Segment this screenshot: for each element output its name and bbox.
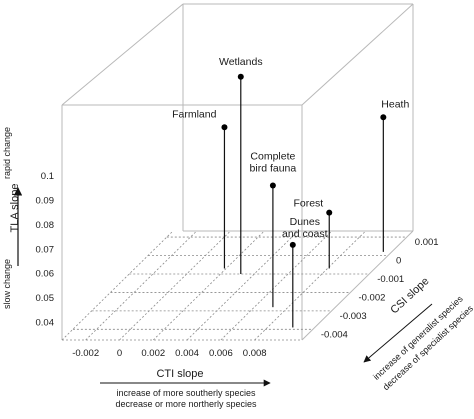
y-axis-title: TLA slope bbox=[9, 184, 21, 233]
z-tick-label: 0 bbox=[396, 256, 401, 267]
z-tick-label: -0.002 bbox=[358, 292, 385, 303]
z-axis-note-line-2: decrease of specialist species bbox=[381, 303, 474, 392]
x-axis-note-line-1: increase of more southerly species bbox=[116, 388, 256, 398]
point-complete-bird-fauna bbox=[269, 182, 276, 189]
y-axis-high-label: rapid change bbox=[2, 127, 12, 179]
grid-line-x bbox=[85, 230, 197, 341]
y-tick-label: 0.06 bbox=[36, 269, 55, 280]
floor-edge bbox=[61, 230, 174, 341]
x-tick-label: 0.004 bbox=[175, 348, 199, 359]
z-tick-label: 0.001 bbox=[415, 237, 439, 248]
point-forest bbox=[326, 209, 333, 216]
grid-line-x bbox=[119, 230, 231, 341]
point-dunes-and-coast bbox=[289, 241, 296, 248]
box-wireframe bbox=[61, 3, 414, 341]
point-label: Dunes bbox=[290, 216, 320, 228]
grid-line-x bbox=[254, 230, 366, 341]
y-axis-low-label: slow change bbox=[2, 259, 12, 309]
z-tick-label: -0.003 bbox=[340, 311, 367, 322]
point-heath bbox=[380, 114, 387, 121]
data-points bbox=[221, 73, 387, 328]
point-wetlands bbox=[237, 73, 244, 80]
point-label: and coast bbox=[282, 228, 328, 240]
point-label: bird fauna bbox=[250, 163, 297, 175]
z-axis-note-line-1: increase of generalist species bbox=[371, 293, 465, 382]
z-tick-label: -0.001 bbox=[377, 274, 404, 285]
z-tick-label: -0.004 bbox=[321, 329, 348, 340]
y-tick-label: 0.1 bbox=[41, 171, 54, 182]
y-tick-label: 0.05 bbox=[36, 293, 55, 304]
box-top-left-diagonal bbox=[61, 3, 184, 106]
y-tick-label: 0.08 bbox=[36, 220, 55, 231]
floor-grid bbox=[61, 230, 407, 341]
y-tick-labels: 0.04 0.05 0.06 0.07 0.08 0.09 0.1 bbox=[36, 171, 55, 328]
point-label: Heath bbox=[381, 98, 409, 110]
x-axis-note-line-2: decrease or more northerly species bbox=[115, 399, 257, 409]
grid-line-x bbox=[186, 230, 299, 341]
grid-line-x bbox=[152, 230, 265, 341]
x-tick-label: 0 bbox=[117, 348, 122, 359]
box-floor-right-diagonal bbox=[301, 230, 414, 341]
point-label: Forest bbox=[293, 198, 323, 210]
point-label: Wetlands bbox=[219, 56, 263, 68]
x-axis-title: CTI slope bbox=[156, 368, 203, 380]
z-axis-arrow bbox=[363, 303, 433, 363]
z-tick-labels: -0.004 -0.003 -0.002 -0.001 0 0.001 bbox=[321, 237, 439, 340]
point-label: Complete bbox=[250, 151, 295, 163]
x-tick-label: -0.002 bbox=[72, 348, 99, 359]
x-tick-label: 0.002 bbox=[141, 348, 165, 359]
x-tick-labels: -0.002 0 0.002 0.004 0.006 0.008 bbox=[72, 348, 266, 359]
point-label: Farmland bbox=[172, 108, 217, 120]
y-tick-label: 0.09 bbox=[36, 196, 55, 207]
x-tick-label: 0.006 bbox=[209, 348, 233, 359]
x-tick-label: 0.008 bbox=[243, 348, 267, 359]
y-tick-label: 0.04 bbox=[36, 317, 55, 328]
y-tick-label: 0.07 bbox=[36, 244, 55, 255]
box-top-right-diagonal bbox=[301, 3, 414, 106]
point-farmland bbox=[221, 124, 228, 131]
grid-line-x bbox=[220, 230, 333, 341]
